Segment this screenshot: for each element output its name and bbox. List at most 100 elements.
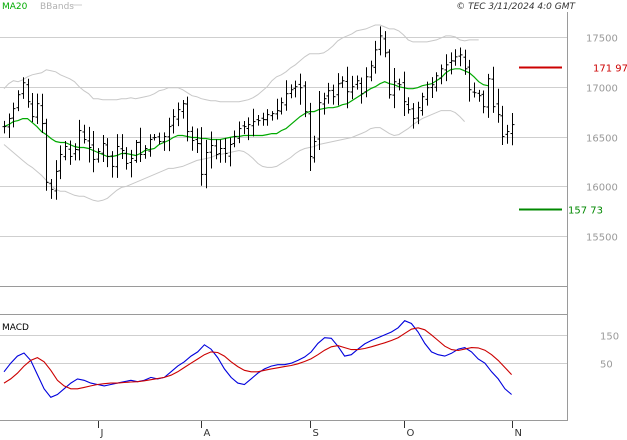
price-bar — [355, 75, 360, 90]
price-bar — [496, 88, 501, 123]
price-bar — [96, 148, 101, 163]
price-bar — [472, 82, 477, 98]
price-panel: 15500 16000 16500 17000 17500 171 97 157 73 M… — [0, 2, 627, 314]
price-bar — [256, 114, 261, 126]
price-bar — [284, 80, 289, 111]
price-bar — [181, 99, 186, 119]
price-bar — [378, 26, 383, 56]
price-bar — [11, 102, 16, 128]
macd-y-axis: 50 150 — [600, 332, 619, 371]
price-bar — [270, 111, 275, 121]
price-gridlines — [0, 37, 567, 237]
price-bar — [237, 121, 242, 144]
bbands-legend: BBands — [40, 2, 74, 12]
price-bar — [21, 77, 26, 99]
price-bars — [2, 26, 515, 200]
price-bar — [40, 93, 45, 134]
price-bar — [91, 131, 96, 173]
price-bar — [261, 112, 266, 126]
price-tick-label: 17500 — [586, 34, 618, 45]
bbands-upper-line — [3, 24, 479, 103]
macd-tick-label: 50 — [600, 360, 613, 371]
price-bar — [115, 134, 120, 178]
price-bar — [171, 109, 176, 134]
price-bar — [82, 124, 87, 144]
price-bar — [322, 92, 327, 115]
ma20-overlay — [3, 68, 489, 158]
macd-line — [3, 320, 512, 398]
price-bar — [26, 78, 31, 108]
price-bar — [73, 143, 78, 161]
price-bar — [176, 102, 181, 127]
price-bar — [402, 71, 407, 117]
macd-panel: 50 150 MACD — [0, 314, 619, 421]
price-bar — [458, 47, 463, 67]
price-bar — [251, 108, 256, 137]
price-bar — [491, 66, 496, 113]
ma20-legend: MA20 — [2, 2, 28, 12]
price-bar — [7, 113, 12, 139]
month-label: N — [515, 428, 522, 439]
price-bar — [232, 130, 237, 148]
price-bar — [453, 49, 458, 66]
price-bar — [101, 135, 106, 163]
price-bar — [190, 126, 195, 151]
price-bar — [44, 118, 49, 191]
price-bar — [392, 67, 397, 109]
support-resistance-levels: 171 97 157 73 — [519, 64, 627, 217]
macd-title: MACD — [2, 323, 29, 333]
price-bar — [228, 137, 233, 167]
signal-line — [3, 327, 513, 390]
price-bar — [265, 109, 270, 126]
price-bar — [58, 145, 63, 180]
price-bar — [214, 139, 219, 160]
price-bar — [373, 40, 378, 74]
resistance-level-label: 171 97 — [593, 64, 627, 75]
price-bar — [120, 134, 125, 159]
price-bar — [439, 64, 444, 85]
price-bar — [430, 77, 435, 99]
price-bar — [467, 59, 472, 102]
price-bar — [134, 139, 139, 163]
price-bar — [223, 138, 228, 163]
price-bar — [185, 96, 190, 142]
price-bar — [387, 49, 392, 99]
price-bar — [420, 92, 425, 116]
price-bar — [411, 103, 416, 129]
price-bar — [242, 121, 247, 135]
price-bar — [425, 81, 430, 106]
price-bar — [293, 80, 298, 98]
price-bar — [336, 73, 341, 106]
price-bar — [152, 134, 157, 141]
price-bar — [77, 119, 82, 161]
month-label: S — [313, 428, 319, 439]
price-bar — [326, 82, 331, 104]
ma20-line — [3, 68, 489, 158]
price-bar — [364, 67, 369, 98]
price-bar — [157, 132, 162, 145]
price-bar — [49, 178, 54, 199]
price-bar — [308, 102, 313, 171]
price-tick-label: 17000 — [586, 84, 618, 95]
month-label: O — [407, 428, 415, 439]
price-bar — [138, 127, 143, 163]
price-bar — [246, 117, 251, 141]
price-bar — [340, 76, 345, 88]
price-bar — [505, 124, 510, 144]
macd-series — [3, 320, 513, 398]
price-bar — [369, 60, 374, 82]
price-bar — [275, 98, 280, 120]
price-bar — [87, 126, 92, 163]
price-bar — [449, 52, 454, 75]
price-tick-label: 16000 — [586, 183, 618, 194]
price-bar — [481, 90, 486, 114]
month-label: J — [100, 428, 104, 439]
price-bar — [298, 73, 303, 105]
price-bar — [105, 138, 110, 168]
price-bar — [463, 49, 468, 75]
price-bar — [129, 149, 134, 178]
bbands-overlay — [3, 24, 479, 202]
price-bar — [406, 97, 411, 114]
